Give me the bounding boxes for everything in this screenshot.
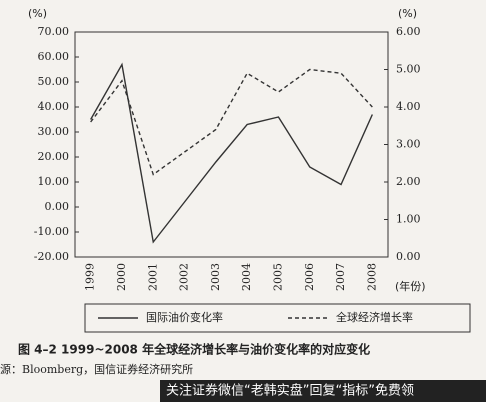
y2-tick-label: 0.00 <box>396 250 421 263</box>
x-tick-label: 2006 <box>303 263 316 291</box>
y-tick-label: 10.00 <box>38 175 70 188</box>
series-line <box>90 68 373 176</box>
x-axis-label: (年份) <box>395 279 426 293</box>
y-tick-label: 40.00 <box>38 100 70 113</box>
y-tick-label: 30.00 <box>38 125 70 138</box>
y-tick-label: 0.00 <box>45 200 70 213</box>
legend-label: 全球经济增长率 <box>336 310 413 324</box>
watermark-banner <box>160 380 486 402</box>
y2-tick-label: 2.00 <box>396 175 421 188</box>
y2-tick-label: 5.00 <box>396 63 421 76</box>
x-tick-label: 2001 <box>146 263 159 291</box>
legend-box <box>84 303 471 333</box>
x-tick-label: 1999 <box>84 263 97 291</box>
x-tick-label: 2003 <box>209 263 222 291</box>
y-tick-label: 50.00 <box>38 75 70 88</box>
y-tick-label: -10.00 <box>34 225 69 238</box>
y2-axis-label: (%) <box>398 7 417 20</box>
y-axis-label: (%) <box>28 7 47 20</box>
y2-tick-label: 4.00 <box>396 100 421 113</box>
y-tick-label: 70.00 <box>38 25 70 38</box>
x-tick-label: 2008 <box>365 263 378 291</box>
x-tick-label: 2002 <box>178 263 191 291</box>
source: 源：Bloomberg，国信证券经济研究所 <box>0 362 193 376</box>
y2-tick-label: 6.00 <box>396 25 421 38</box>
x-tick-label: 2000 <box>115 263 128 291</box>
y2-tick-label: 3.00 <box>396 138 421 151</box>
series-line <box>90 62 373 244</box>
y-tick-label: -20.00 <box>34 250 69 263</box>
x-tick-label: 2005 <box>271 263 284 291</box>
y2-tick-label: 1.00 <box>396 213 421 226</box>
x-tick-label: 2004 <box>240 263 253 291</box>
watermark: 关注证券微信“老韩实盘”回复“指标”免费领 <box>166 383 414 399</box>
x-tick-label: 2007 <box>334 263 347 291</box>
y-tick-label: 20.00 <box>38 150 70 163</box>
y-tick-label: 60.00 <box>38 50 70 63</box>
caption: 图 4–2 1999~2008 年全球经济增长率与油价变化率的对应变化 <box>18 342 370 357</box>
legend-label: 国际油价变化率 <box>146 310 223 324</box>
